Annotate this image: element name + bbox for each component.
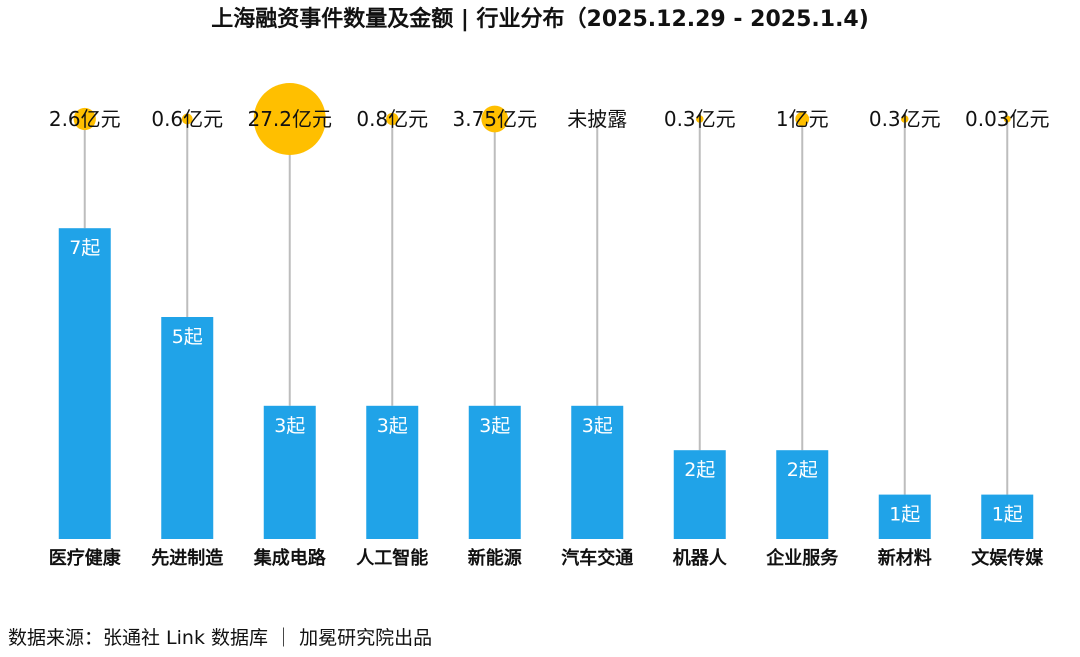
category-label: 医疗健康 (49, 547, 122, 569)
count-bar (878, 494, 931, 539)
count-bar (468, 405, 521, 539)
count-bar (981, 494, 1034, 539)
category-label: 人工智能 (356, 547, 428, 569)
amount-bubble (1003, 115, 1011, 123)
category-label: 新能源 (468, 547, 522, 569)
amount-labels: 2.6亿元 0.6亿元 27.2亿元 0.8亿元 3.75亿元 未披露 0.3亿元 1亿元 0.… (49, 107, 1050, 131)
amount-label: 未披露 (567, 107, 627, 131)
category-label: 汽车交通 (561, 547, 633, 569)
amount-bubble (386, 112, 399, 126)
amount-label: 2.6亿元 (49, 107, 121, 131)
amount-bubble (900, 115, 909, 123)
amount-bubble (181, 113, 193, 125)
amount-label: 0.6亿元 (151, 107, 223, 131)
amount-bubble (695, 115, 704, 123)
amount-bubble (481, 105, 509, 133)
count-bar (161, 317, 214, 539)
amount-stems (83, 118, 1009, 495)
amount-label: 3.75亿元 (452, 107, 537, 131)
count-labels: 7起 5起 3起 3起 3起 3起 2起 2起 1起 1起 (69, 237, 1023, 525)
count-bar (366, 405, 419, 539)
count-label: 3起 (582, 415, 613, 437)
count-bar (673, 450, 726, 539)
category-label: 机器人 (673, 548, 728, 569)
count-label: 2起 (787, 459, 818, 481)
count-bar (776, 450, 829, 539)
amount-label: 0.8亿元 (356, 107, 428, 131)
amount-label: 0.3亿元 (664, 107, 736, 131)
chart-title: 上海融资事件数量及金额 | 行业分布（2025.12.29 - 2025.1.4… (211, 6, 869, 32)
count-bar (263, 405, 316, 539)
amount-bubble (795, 112, 810, 126)
count-bars (58, 228, 1034, 539)
amount-label: 0.3亿元 (869, 107, 941, 131)
category-label: 文娱传媒 (971, 547, 1044, 569)
amount-label: 27.2亿元 (247, 107, 332, 131)
category-label: 企业服务 (765, 547, 839, 569)
count-label: 1起 (992, 504, 1023, 526)
category-label: 先进制造 (151, 547, 223, 569)
category-labels: 医疗健康 先进制造 集成电路 人工智能 新能源 汽车交通 机器人 企业服务 新材料 文娱传媒 (49, 547, 1044, 569)
count-label: 7起 (69, 237, 100, 259)
amount-bubble (73, 107, 96, 131)
count-bar (571, 405, 624, 539)
count-bar (58, 228, 111, 539)
count-label: 1起 (889, 504, 920, 526)
count-label: 2起 (684, 459, 715, 481)
category-label: 集成电路 (253, 547, 327, 569)
amount-label: 1亿元 (776, 107, 829, 131)
category-label: 新材料 (878, 547, 932, 569)
count-label: 5起 (172, 326, 203, 348)
count-label: 3起 (377, 415, 408, 437)
amount-label: 0.03亿元 (965, 107, 1050, 131)
count-label: 3起 (479, 415, 510, 437)
amount-bubble (253, 83, 326, 155)
count-label: 3起 (274, 415, 305, 437)
amount-bubbles (73, 83, 1011, 155)
data-source-note: 数据来源：张通社 Link 数据库 ｜ 加冕研究院出品 (8, 627, 432, 649)
